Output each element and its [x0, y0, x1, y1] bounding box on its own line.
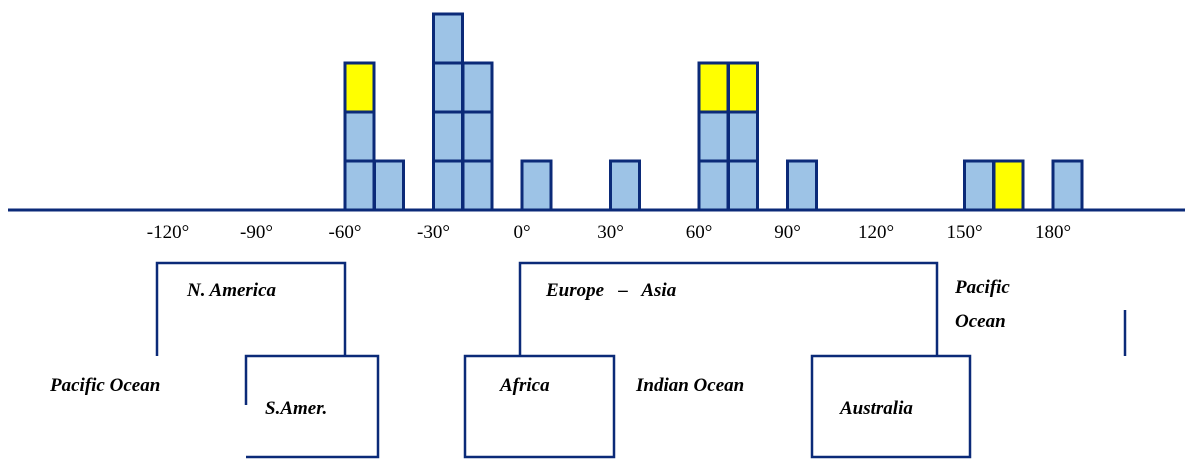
- histogram-cell-yellow: [992, 159, 1025, 212]
- label-europe-asia: Europe – Asia: [545, 280, 677, 301]
- continent-outlines: [155, 261, 1127, 459]
- histogram-cell-yellow: [697, 61, 730, 114]
- histogram-cell-blue: [697, 110, 730, 163]
- tick-labels: -120° -90° -60° -30° 0° 30° 60° 90° 120° 150° 180°: [147, 222, 1071, 243]
- histogram-cell-blue: [432, 12, 464, 65]
- n-america-outline: [155, 261, 347, 356]
- histogram-cell-blue: [343, 159, 376, 212]
- histogram-cell-blue: [461, 110, 494, 163]
- africa-outline: [463, 354, 616, 459]
- histogram-cell-blue: [1051, 159, 1084, 212]
- label-africa: Africa: [499, 375, 550, 396]
- tick-label: -30°: [417, 222, 450, 243]
- label-australia: Australia: [839, 398, 913, 419]
- tick-label: -60°: [329, 222, 362, 243]
- tick-label: 0°: [513, 222, 530, 243]
- europe-asia-outline: [518, 261, 939, 356]
- histogram-cell-blue: [727, 159, 759, 212]
- histogram-bars: [343, 12, 1084, 212]
- histogram-cell-blue: [343, 110, 376, 163]
- histogram-cell-blue: [727, 110, 759, 163]
- tick-label: 150°: [946, 222, 982, 243]
- tick-label: 60°: [686, 222, 713, 243]
- histogram-cell-blue: [432, 110, 464, 163]
- histogram-cell-yellow: [727, 61, 759, 114]
- label-pacific-ocean-left: Pacific Ocean: [49, 375, 160, 396]
- histogram-cell-blue: [461, 61, 494, 114]
- histogram-cell-blue: [609, 159, 641, 212]
- tick-label: 90°: [774, 222, 801, 243]
- histogram-cell-blue: [697, 159, 730, 212]
- tick-label: 180°: [1035, 222, 1071, 243]
- label-pacific-ocean-right-line1: Pacific: [954, 277, 1010, 298]
- histogram-cell-blue: [432, 61, 464, 114]
- tick-label: -90°: [240, 222, 273, 243]
- label-pacific-ocean-right-line2: Ocean: [955, 311, 1006, 332]
- histogram-cell-yellow: [343, 61, 376, 114]
- histogram-cell-blue: [786, 159, 818, 212]
- histogram-cell-blue: [461, 159, 494, 212]
- tick-label: 120°: [858, 222, 894, 243]
- label-n-america: N. America: [186, 280, 277, 301]
- histogram-cell-blue: [520, 159, 553, 212]
- label-indian-ocean: Indian Ocean: [635, 375, 744, 396]
- s-america-outline: [244, 354, 380, 459]
- histogram-cell-blue: [432, 159, 464, 212]
- histogram-cell-blue: [963, 159, 995, 212]
- tick-label: -120°: [147, 222, 189, 243]
- tick-label: 30°: [597, 222, 624, 243]
- histogram-cell-blue: [373, 159, 405, 212]
- australia-outline: [810, 354, 972, 459]
- label-s-america: S.Amer.: [265, 398, 327, 419]
